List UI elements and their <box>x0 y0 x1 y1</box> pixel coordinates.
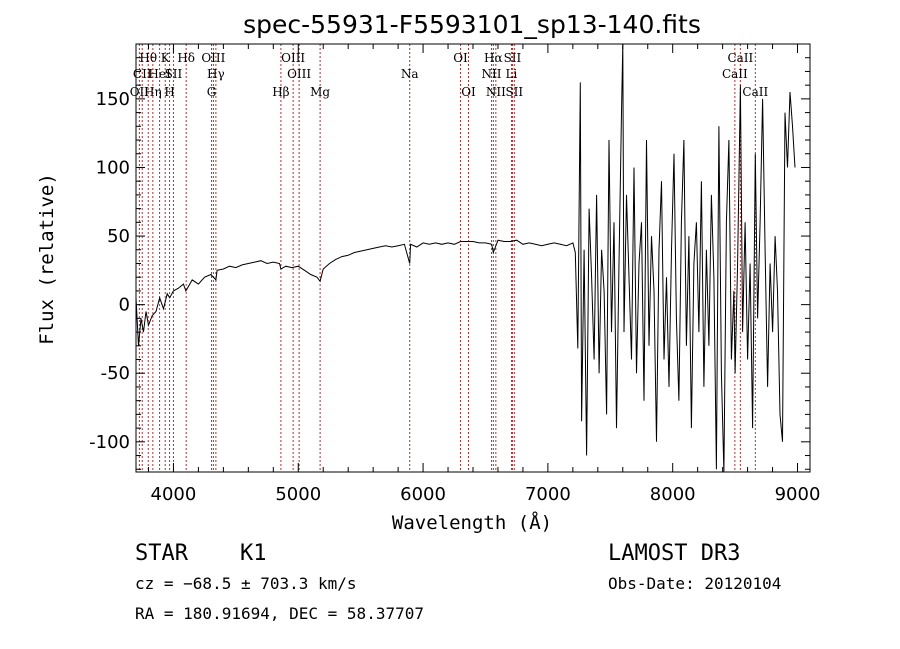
survey-name: LAMOST DR3 <box>608 541 740 566</box>
x-tick-label: 7000 <box>525 484 571 505</box>
line-label: HeI <box>148 67 171 81</box>
x-tick-label: 9000 <box>775 484 821 505</box>
y-axis-label: Flux (relative) <box>36 173 58 345</box>
y-tick-label: -50 <box>101 363 130 384</box>
line-label: OI <box>461 85 476 99</box>
line-label: Hθ <box>139 51 157 65</box>
x-axis-ticks: 4000 5000 6000 7000 8000 9000 <box>147 44 821 505</box>
object-class: STAR <box>135 541 189 566</box>
obs-date: Obs-Date: 20120104 <box>608 574 781 593</box>
y-tick-label: -100 <box>89 432 130 453</box>
line-label: OI <box>453 51 468 65</box>
line-label: CaII <box>727 51 753 65</box>
line-label: Li <box>506 67 518 81</box>
chart-title: spec-55931-F5593101_sp13-140.fits <box>243 10 701 39</box>
line-label: K <box>161 51 171 65</box>
line-label: CaII <box>742 85 768 99</box>
x-tick-label: 4000 <box>151 484 197 505</box>
line-label: OIII <box>287 67 311 81</box>
object-subclass: K1 <box>240 541 267 566</box>
spectrum-line <box>135 43 796 473</box>
line-label: CaII <box>722 67 748 81</box>
line-label: G <box>207 85 217 99</box>
line-label: Hδ <box>177 51 195 65</box>
line-label: OIII <box>281 51 305 65</box>
redshift-info: cz = −68.5 ± 703.3 km/s <box>135 574 357 593</box>
line-label: Hα <box>484 51 503 65</box>
x-tick-label: 6000 <box>400 484 446 505</box>
line-label: NII <box>486 85 506 99</box>
y-tick-label: 100 <box>96 157 130 178</box>
line-label: Hβ <box>272 85 289 99</box>
x-tick-label: 5000 <box>275 484 321 505</box>
line-label: H <box>164 85 174 99</box>
line-label: Hη <box>144 85 162 99</box>
x-axis-label: Wavelength (Å) <box>392 511 552 534</box>
line-label: SII <box>504 51 522 65</box>
line-label: Hγ <box>207 67 225 81</box>
line-label: Mg <box>310 85 330 99</box>
x-tick-label: 8000 <box>650 484 696 505</box>
y-tick-label: 150 <box>96 89 130 110</box>
line-label: SII <box>505 85 523 99</box>
y-axis-ticks: -100 -50 0 50 100 150 <box>89 57 810 470</box>
y-tick-label: 50 <box>107 226 130 247</box>
line-label: SII <box>165 67 183 81</box>
y-tick-label: 0 <box>119 295 130 316</box>
line-label: OII <box>130 85 150 99</box>
line-label: OIII <box>201 51 225 65</box>
line-label: NII <box>481 67 501 81</box>
line-label: CII <box>133 67 152 81</box>
line-label: Na <box>401 67 419 81</box>
coordinates: RA = 180.91694, DEC = 58.37707 <box>135 604 424 623</box>
